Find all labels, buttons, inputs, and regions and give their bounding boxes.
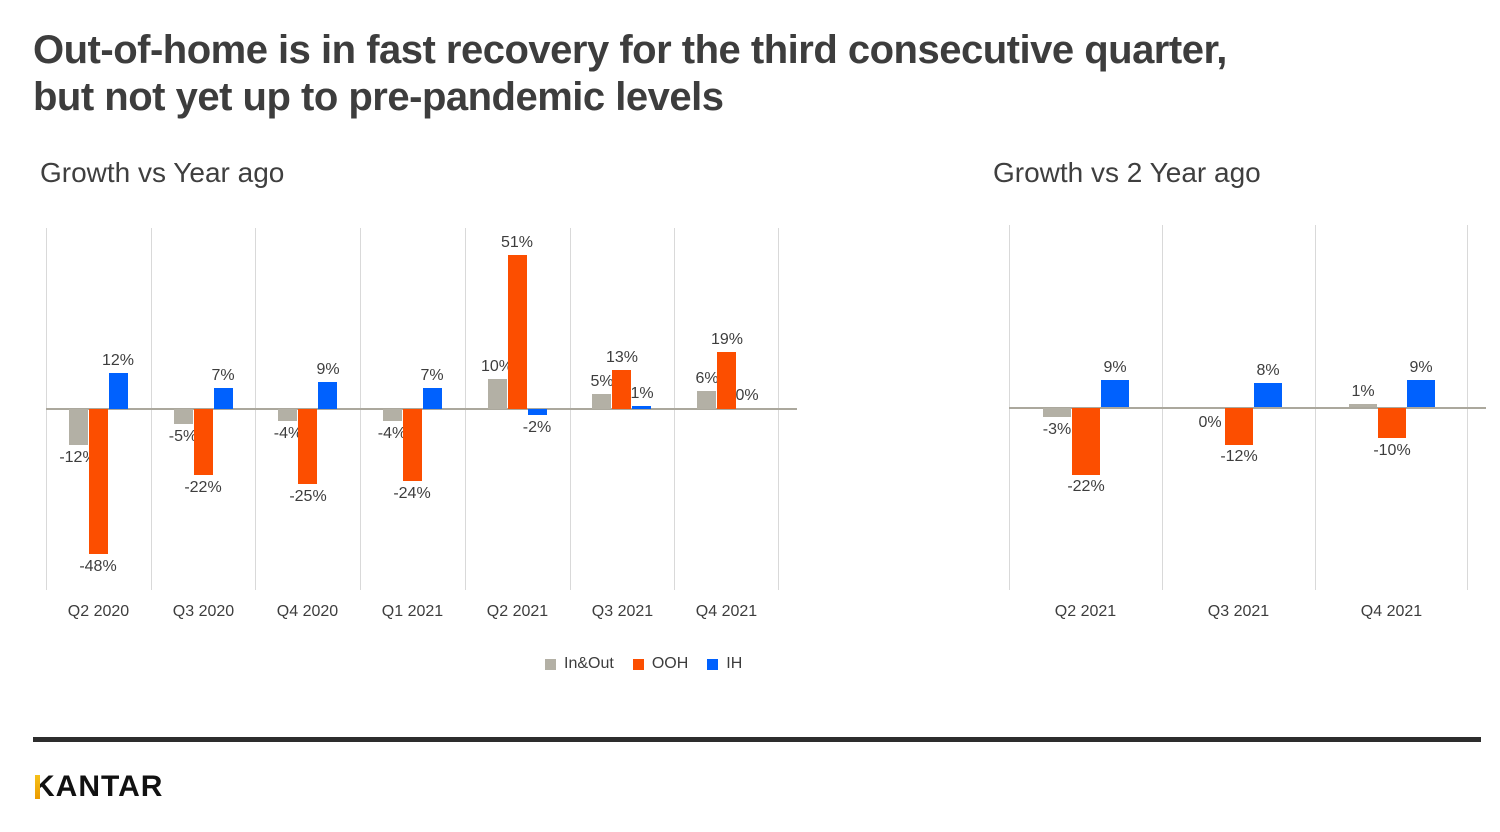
category-label: Q2 2021 xyxy=(486,603,549,620)
category-label: Q3 2021 xyxy=(1207,603,1270,620)
bar-ooh-q2-2020 xyxy=(89,409,108,554)
bar-ooh-q4-2020 xyxy=(298,409,317,484)
bar-ih-q3-2021 xyxy=(632,406,651,409)
bar-ooh-q3-2021 xyxy=(612,370,631,409)
bar-value-label: 9% xyxy=(316,361,340,378)
legend-item-ih: IH xyxy=(707,655,742,673)
bar-value-label: 8% xyxy=(1256,362,1280,379)
bar-inout-q4-2021 xyxy=(697,391,716,409)
bar-value-label: 7% xyxy=(420,367,444,384)
page-title-line1: Out-of-home is in fast recovery for the … xyxy=(33,28,1227,72)
bar-value-label: 5% xyxy=(590,373,614,390)
bar-ooh-q3-2021 xyxy=(1225,408,1253,445)
bar-ih-q4-2020 xyxy=(318,382,337,409)
bar-inout-q2-2020 xyxy=(69,409,88,445)
bar-value-label: -4% xyxy=(273,425,303,442)
chart-legend: In&Out OOH IH xyxy=(545,655,742,673)
bar-value-label: 9% xyxy=(1103,359,1127,376)
bar-value-label: -12% xyxy=(1220,448,1258,465)
legend-item-inout: In&Out xyxy=(545,655,614,673)
bar-ooh-q4-2021 xyxy=(1378,408,1406,438)
bar-value-label: 9% xyxy=(1409,359,1433,376)
inout-swatch-icon xyxy=(545,658,556,670)
bar-inout-q4-2020 xyxy=(278,409,297,421)
bar-value-label: -22% xyxy=(1067,478,1105,495)
bar-value-label: -3% xyxy=(1042,421,1072,438)
bar-value-label: 7% xyxy=(211,367,235,384)
kantar-logo-text: KANTAR xyxy=(33,770,164,803)
category-label: Q3 2021 xyxy=(591,603,654,620)
bar-ooh-q1-2021 xyxy=(403,409,422,481)
legend-label-ooh: OOH xyxy=(651,655,689,672)
bar-value-label: -12% xyxy=(59,449,97,466)
bar-inout-q2-2021 xyxy=(1043,408,1071,417)
bar-value-label: -2% xyxy=(522,419,552,436)
bar-inout-q4-2021 xyxy=(1349,404,1377,407)
bar-value-label: -48% xyxy=(79,558,117,575)
bar-value-label: -25% xyxy=(289,488,327,505)
bar-inout-q2-2021 xyxy=(488,379,507,409)
category-label: Q2 2021 xyxy=(1054,603,1117,620)
category-label: Q3 2020 xyxy=(172,603,235,620)
bar-value-label: 10% xyxy=(480,358,514,375)
bar-value-label: 51% xyxy=(500,234,534,251)
bar-value-label: 6% xyxy=(695,370,719,387)
bar-ih-q3-2021 xyxy=(1254,383,1282,407)
bar-value-label: 0% xyxy=(1198,414,1222,431)
legend-item-ooh: OOH xyxy=(632,655,689,673)
bar-value-label: -10% xyxy=(1373,442,1411,459)
bar-value-label: 1% xyxy=(630,385,654,402)
footer-divider-rule xyxy=(33,737,1481,742)
bar-inout-q3-2021 xyxy=(592,394,611,409)
bar-ih-q2-2021 xyxy=(1101,380,1129,407)
bar-ih-q3-2020 xyxy=(214,388,233,409)
bar-value-label: 19% xyxy=(710,331,744,348)
bar-ih-q2-2020 xyxy=(109,373,128,409)
bar-ooh-q2-2021 xyxy=(1072,408,1100,475)
bar-value-label: -4% xyxy=(377,425,407,442)
kantar-logo: KANTAR xyxy=(33,772,163,802)
bar-inout-q1-2021 xyxy=(383,409,402,421)
category-label: Q4 2020 xyxy=(276,603,339,620)
bar-value-label: -22% xyxy=(184,479,222,496)
chart-title-growth-vs-2-year-ago: Growth vs 2 Year ago xyxy=(993,157,1261,188)
category-label: Q4 2021 xyxy=(1360,603,1423,620)
bar-ih-q2-2021 xyxy=(528,409,547,415)
page-title: Out-of-home is in fast recovery for the … xyxy=(33,27,1293,121)
bar-chart-growth-vs-year-ago: -12% -5% -4% -4% 10% 5% 6% -48% -22% -25% -24% 51% 1… xyxy=(46,228,797,620)
chart-title-growth-vs-year-ago: Growth vs Year ago xyxy=(40,157,285,188)
bar-value-label: 13% xyxy=(605,349,639,366)
legend-label-inout: In&Out xyxy=(564,655,614,672)
ih-swatch-icon xyxy=(707,658,719,670)
kantar-gold-stem-icon xyxy=(35,775,40,799)
bar-value-label: 0% xyxy=(735,387,759,404)
bar-value-label: -5% xyxy=(168,428,198,445)
category-label: Q1 2021 xyxy=(381,603,444,620)
ooh-swatch-icon xyxy=(632,658,644,670)
category-label: Q2 2020 xyxy=(67,603,130,620)
bar-ih-q1-2021 xyxy=(423,388,442,409)
bar-value-label: 1% xyxy=(1351,383,1375,400)
bar-value-label: 12% xyxy=(101,352,135,369)
category-label: Q4 2021 xyxy=(695,603,758,620)
bar-chart-growth-vs-2-year-ago: -3% 0% 1% -22% -12% -10% 9% 8% 9% Q2 2021 Q3 2021 Q… xyxy=(1009,225,1486,620)
bar-value-label: -24% xyxy=(393,485,431,502)
bar-ooh-q2-2021 xyxy=(508,255,527,409)
bar-ooh-q3-2020 xyxy=(194,409,213,475)
bar-ih-q4-2021 xyxy=(1407,380,1435,407)
legend-label-ih: IH xyxy=(726,655,743,672)
bar-ooh-q4-2021 xyxy=(717,352,736,409)
page-title-line2: but not yet up to pre-pandemic levels xyxy=(33,75,724,119)
bar-inout-q3-2020 xyxy=(174,409,193,424)
